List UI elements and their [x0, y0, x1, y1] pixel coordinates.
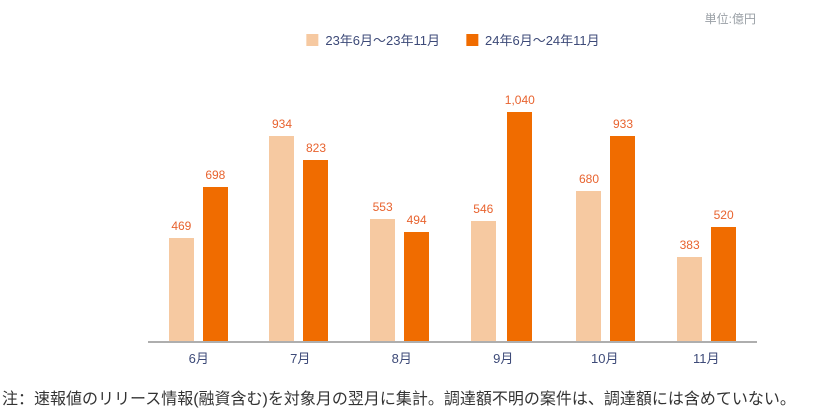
- bar-chart: 469 698 934 823 553 494 546 1,040 680 933 383 520 6…: [148, 60, 757, 366]
- bar-column: 933: [610, 117, 636, 341]
- bar-group-7月: 934 823: [269, 117, 329, 341]
- x-axis-label-9月: 9月: [493, 351, 514, 366]
- bar-column: 1,040: [505, 94, 535, 341]
- legend-item-2024: 24年6月〜24年11月: [466, 30, 600, 49]
- bar-value-label: 520: [713, 208, 734, 222]
- bar-value-label: 553: [372, 200, 393, 214]
- bar-value-label: 934: [271, 117, 292, 131]
- legend-label-2024: 24年6月〜24年11月: [485, 33, 600, 48]
- bar-group-11月: 383 520: [677, 208, 737, 341]
- x-axis-label-6月: 6月: [188, 351, 209, 366]
- x-axis-label-11月: 11月: [693, 351, 720, 366]
- plot-area: 469 698 934 823 553 494 546 1,040 680 933 383 520: [148, 60, 757, 341]
- footnote: 注：速報値のリリース情報(融資含む)を対象月の翌月に集計。調達額不明の案件は、調…: [2, 391, 796, 408]
- x-axis-labels: 6月 7月 8月 9月 10月 11月: [148, 348, 757, 367]
- bar-series2-6月: [202, 187, 228, 341]
- bar-value-label: 469: [171, 219, 192, 233]
- bar-value-label: 546: [473, 202, 494, 216]
- bar-column: 823: [303, 141, 329, 341]
- bar-column: 553: [370, 200, 396, 341]
- bar-value-label: 383: [679, 238, 700, 252]
- bar-series2-7月: [303, 160, 329, 341]
- bar-column: 494: [404, 213, 430, 341]
- bar-value-label: 680: [578, 172, 599, 186]
- bar-column: 934: [269, 117, 295, 341]
- bar-group-10月: 680 933: [576, 117, 636, 341]
- bar-value-label: 933: [612, 117, 633, 131]
- bar-series2-11月: [711, 227, 737, 341]
- bar-series2-8月: [404, 232, 430, 341]
- bar-series2-9月: [507, 112, 533, 341]
- bar-series1-6月: [168, 238, 194, 341]
- bar-column: 520: [711, 208, 737, 341]
- x-axis-label-10月: 10月: [591, 351, 619, 366]
- legend-item-2023: 23年6月〜23年11月: [306, 30, 440, 49]
- bar-series1-9月: [470, 221, 496, 341]
- bar-series1-11月: [677, 257, 703, 341]
- bar-series2-10月: [610, 136, 636, 341]
- bar-column: 383: [677, 238, 703, 341]
- bar-value-label: 698: [205, 168, 226, 182]
- legend-label-2023: 23年6月〜23年11月: [325, 33, 440, 48]
- bar-column: 680: [576, 172, 602, 341]
- legend: 23年6月〜23年11月 24年6月〜24年11月: [306, 30, 600, 49]
- bar-column: 546: [470, 202, 496, 341]
- bar-column: 698: [202, 168, 228, 341]
- unit-label: 単位:億円: [704, 12, 756, 26]
- bar-group-6月: 469 698: [168, 168, 228, 341]
- legend-swatch-2023: [306, 33, 319, 46]
- bar-group-8月: 553 494: [370, 200, 430, 341]
- bar-value-label: 823: [305, 141, 326, 155]
- x-axis-label-7月: 7月: [290, 351, 311, 366]
- bar-value-label: 1,040: [504, 93, 535, 107]
- x-axis-label-8月: 8月: [391, 351, 412, 366]
- bar-value-label: 494: [406, 213, 427, 227]
- bar-series1-7月: [269, 136, 295, 341]
- bar-group-9月: 546 1,040: [470, 94, 535, 341]
- bar-series1-8月: [370, 219, 396, 341]
- bar-series1-10月: [576, 191, 602, 341]
- legend-swatch-2024: [466, 33, 478, 46]
- bar-column: 469: [168, 219, 194, 341]
